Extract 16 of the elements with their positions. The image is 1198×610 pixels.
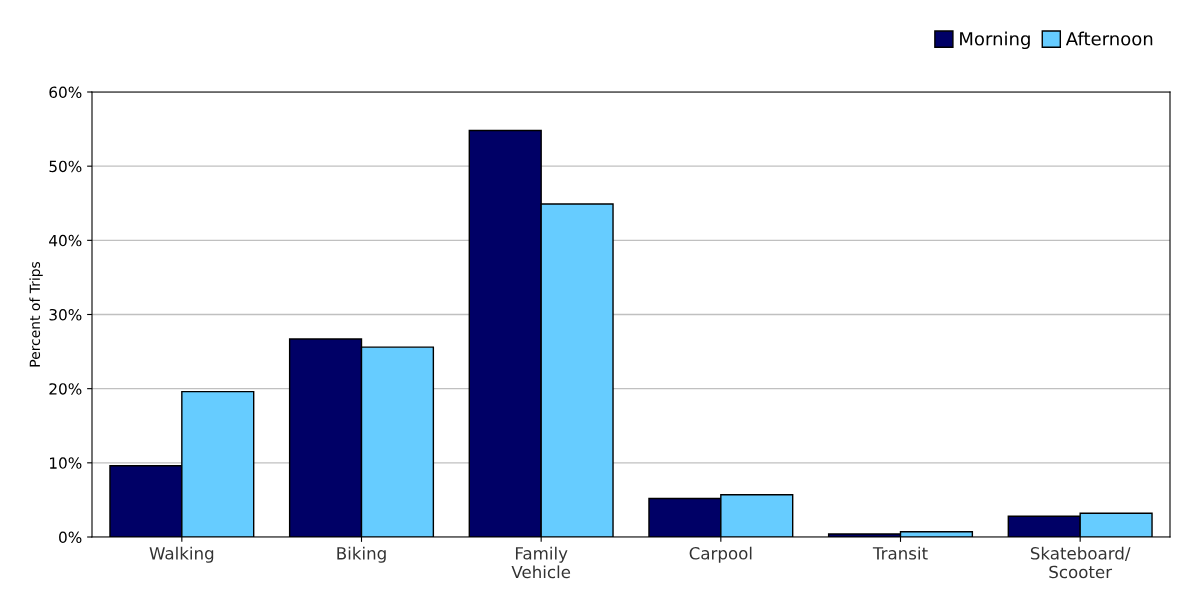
- x-tick-label: Carpool: [689, 546, 752, 563]
- legend-label: Morning: [960, 31, 1030, 50]
- x-tick-label: Family Vehicle: [511, 546, 571, 579]
- x-tick-label: Skateboard/ Scooter: [1030, 546, 1131, 579]
- y-tick-label: 60%: [49, 86, 82, 99]
- y-tick-label: 40%: [49, 234, 82, 247]
- x-tick-label: Transit: [872, 546, 928, 560]
- y-axis-title: Percent of Trips: [29, 261, 43, 367]
- y-tick-label: 20%: [49, 383, 82, 395]
- y-tick-label: 30%: [49, 308, 82, 321]
- y-tick-label: 0%: [59, 531, 82, 544]
- y-tick-label: 50%: [49, 160, 82, 173]
- y-tick-label: 10%: [50, 457, 82, 469]
- x-tick-label: Biking: [337, 546, 386, 563]
- legend-label: Afternoon: [1065, 31, 1153, 46]
- x-tick-label: Walking: [149, 546, 214, 563]
